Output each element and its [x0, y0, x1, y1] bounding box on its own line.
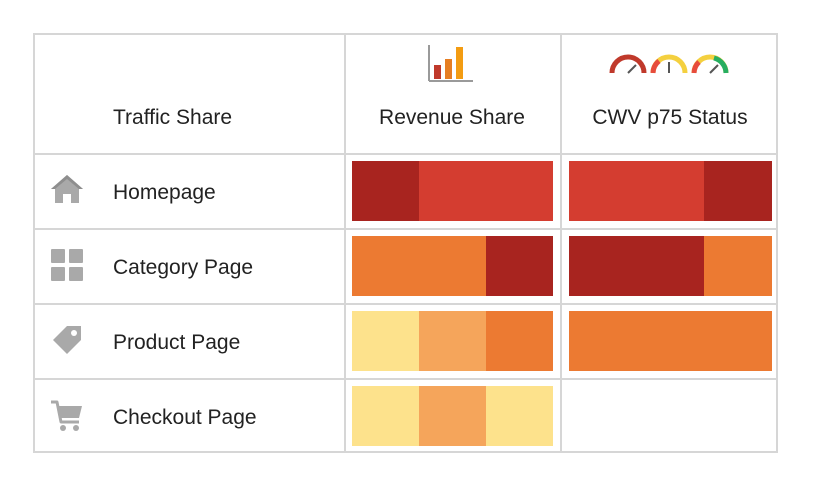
- rev-bar-segment: [419, 386, 486, 446]
- cwv-bar-checkout-page: [569, 386, 772, 446]
- tag-icon: [53, 326, 81, 354]
- rev-bar-segment: [352, 161, 419, 221]
- gauge-green-icon: [691, 54, 729, 74]
- cart-icon: [51, 400, 82, 431]
- column-divider: [344, 35, 346, 451]
- row-label-checkout-page: Checkout Page: [113, 406, 257, 429]
- rev-bar-segment: [352, 311, 419, 371]
- header-revenue-share: Revenue Share: [379, 106, 525, 129]
- revenue-bar-homepage: [352, 161, 553, 221]
- rev-bar-segment: [419, 161, 486, 221]
- cwv-bar-segment: [704, 236, 772, 296]
- header-traffic-share: Traffic Share: [113, 106, 233, 129]
- row-divider: [35, 303, 776, 305]
- row-divider: [35, 378, 776, 380]
- header-cwv-status: CWV p75 Status: [592, 106, 748, 129]
- cwv-bar-segment: [569, 161, 637, 221]
- cwv-bar-segment: [704, 311, 772, 371]
- cwv-bar-segment: [704, 161, 772, 221]
- row-divider: [35, 153, 776, 155]
- revenue-bar-category-page: [352, 236, 553, 296]
- revenue-bar-product-page: [352, 311, 553, 371]
- rev-bar-segment: [486, 236, 553, 296]
- home-icon: [51, 175, 83, 203]
- revenue-bar-checkout-page: [352, 386, 553, 446]
- grid-icon: [51, 249, 83, 281]
- cwv-bar-segment: [569, 236, 637, 296]
- column-divider: [560, 35, 562, 451]
- rev-bar-segment: [486, 311, 553, 371]
- row-label-product-page: Product Page: [113, 331, 241, 354]
- rev-bar-segment: [352, 386, 419, 446]
- rev-bar-segment: [486, 161, 553, 221]
- cwv-bar-segment: [636, 236, 705, 296]
- rev-bar-segment: [486, 386, 553, 446]
- gauge-icons: [609, 54, 729, 74]
- cwv-bar-product-page: [569, 311, 772, 371]
- gauge-yellow-icon: [650, 54, 688, 74]
- rev-bar-segment: [419, 236, 486, 296]
- cwv-bar-segment: [569, 311, 637, 371]
- cwv-bar-segment: [636, 311, 705, 371]
- rev-bar-segment: [419, 311, 486, 371]
- cwv-bar-segment: [636, 161, 705, 221]
- cwv-bar-category-page: [569, 236, 772, 296]
- row-label-category-page: Category Page: [113, 256, 254, 279]
- row-divider: [35, 228, 776, 230]
- rev-bar-segment: [352, 236, 419, 296]
- bar-chart-icon: [428, 45, 473, 82]
- row-label-homepage: Homepage: [113, 181, 216, 204]
- cwv-bar-homepage: [569, 161, 772, 221]
- gauge-red-icon: [609, 54, 647, 74]
- matrix-table: Traffic Share Revenue Share CWV p75 Stat…: [33, 33, 778, 453]
